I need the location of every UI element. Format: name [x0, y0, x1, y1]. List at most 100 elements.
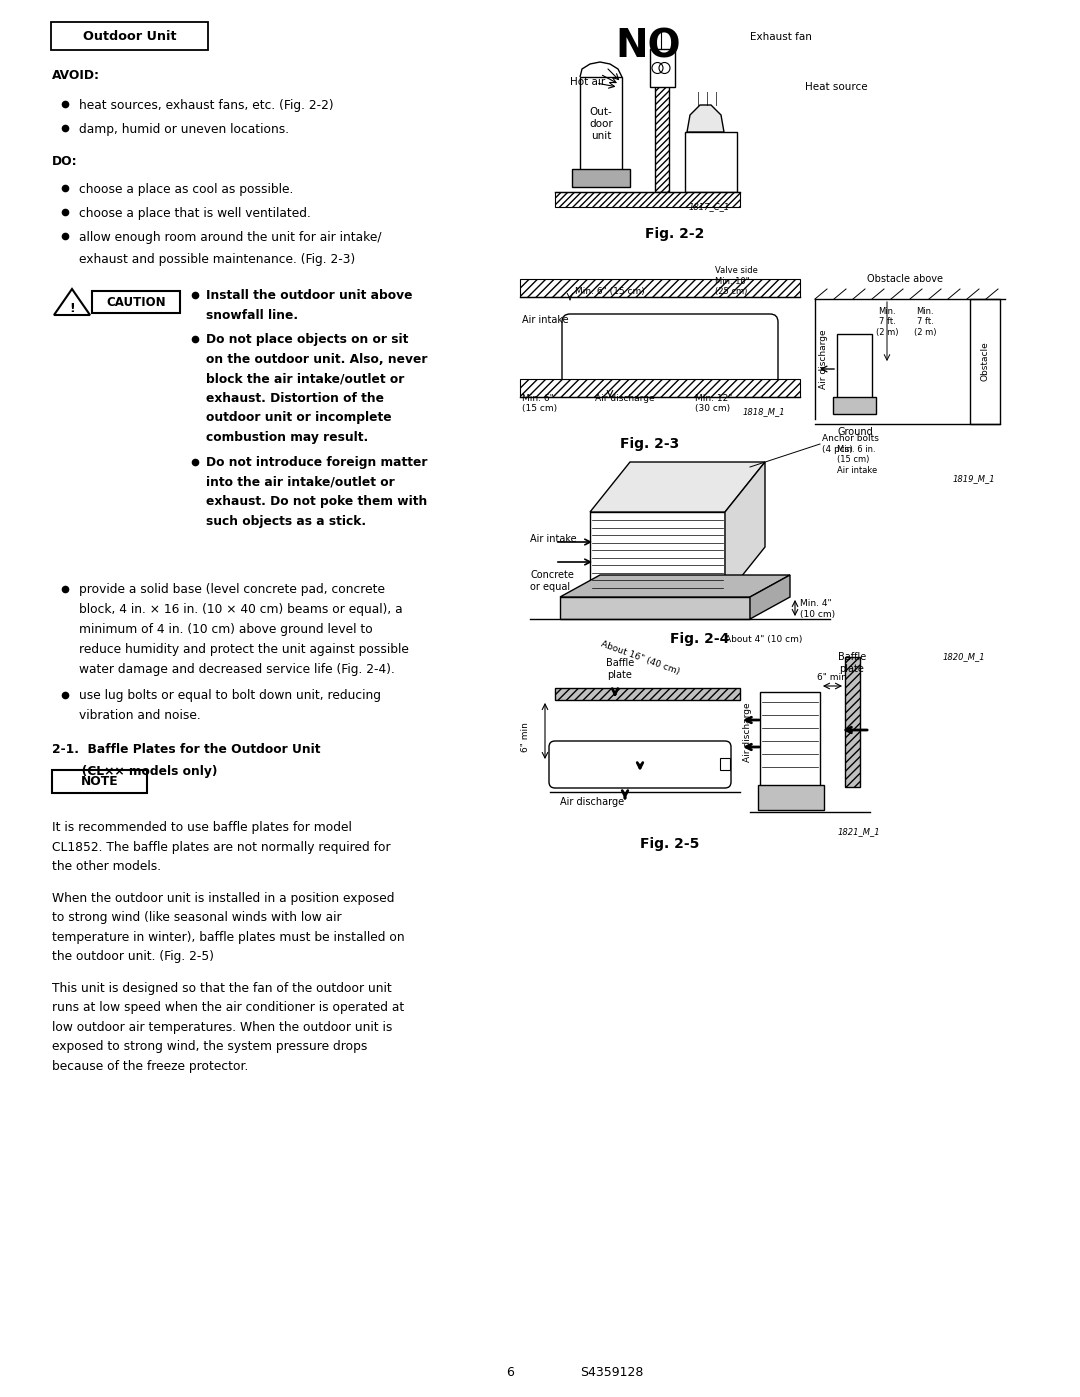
- Text: reduce humidity and protect the unit against possible: reduce humidity and protect the unit aga…: [79, 643, 409, 657]
- Text: the other models.: the other models.: [52, 861, 161, 873]
- Text: outdoor unit or incomplete: outdoor unit or incomplete: [206, 411, 392, 425]
- Text: Outdoor Unit: Outdoor Unit: [83, 29, 176, 42]
- Bar: [654, 52, 669, 191]
- Text: 6" min: 6" min: [818, 673, 847, 682]
- Text: Fig. 2-5: Fig. 2-5: [640, 837, 700, 851]
- Text: water damage and decreased service life (Fig. 2-4).: water damage and decreased service life …: [79, 664, 395, 676]
- Text: AVOID:: AVOID:: [52, 68, 100, 82]
- Text: Baffle
plate: Baffle plate: [838, 652, 866, 673]
- Text: the outdoor unit. (Fig. 2-5): the outdoor unit. (Fig. 2-5): [52, 950, 214, 963]
- Text: damp, humid or uneven locations.: damp, humid or uneven locations.: [79, 123, 289, 136]
- Bar: [760, 692, 820, 787]
- Text: DO:: DO:: [52, 155, 78, 168]
- Text: Fig. 2-4: Fig. 2-4: [671, 631, 730, 645]
- Text: Air discharge: Air discharge: [595, 394, 654, 402]
- Text: Air discharge: Air discharge: [743, 703, 752, 761]
- Text: When the outdoor unit is installed in a position exposed: When the outdoor unit is installed in a …: [52, 891, 394, 904]
- Text: 1819_M_1: 1819_M_1: [953, 474, 995, 483]
- Text: exhaust. Do not poke them with: exhaust. Do not poke them with: [206, 495, 428, 509]
- Bar: [572, 169, 630, 187]
- Polygon shape: [590, 462, 765, 511]
- FancyBboxPatch shape: [562, 314, 778, 390]
- Text: Air intake: Air intake: [522, 314, 569, 326]
- Text: Heat source: Heat source: [805, 82, 867, 92]
- Text: NO: NO: [615, 27, 680, 66]
- Text: Min.
7 ft.
(2 m): Min. 7 ft. (2 m): [914, 307, 936, 337]
- Text: Install the outdoor unit above: Install the outdoor unit above: [206, 289, 413, 302]
- Text: !: !: [69, 302, 75, 314]
- Text: Min. 6" (15 cm): Min. 6" (15 cm): [575, 286, 645, 296]
- Polygon shape: [561, 576, 789, 597]
- Text: Air discharge: Air discharge: [561, 798, 624, 807]
- Text: Obstacle: Obstacle: [981, 341, 989, 381]
- Text: because of the freeze protector.: because of the freeze protector.: [52, 1059, 248, 1073]
- Bar: [52, 770, 147, 793]
- Text: use lug bolts or equal to bolt down unit, reducing: use lug bolts or equal to bolt down unit…: [79, 689, 381, 703]
- Bar: [650, 49, 675, 87]
- Bar: [555, 191, 740, 207]
- Text: Baffle
plate: Baffle plate: [606, 658, 634, 680]
- Text: block, 4 in. × 16 in. (10 × 40 cm) beams or equal), a: block, 4 in. × 16 in. (10 × 40 cm) beams…: [79, 604, 403, 616]
- Text: Min. 12"
(30 cm): Min. 12" (30 cm): [696, 394, 732, 414]
- Bar: [519, 379, 800, 397]
- Text: Fig. 2-2: Fig. 2-2: [646, 226, 704, 242]
- Text: It is recommended to use baffle plates for model: It is recommended to use baffle plates f…: [52, 821, 352, 834]
- FancyBboxPatch shape: [549, 740, 731, 788]
- Text: 1817_C_1: 1817_C_1: [689, 203, 730, 211]
- Text: exhaust. Distortion of the: exhaust. Distortion of the: [206, 391, 384, 405]
- Bar: [561, 597, 750, 619]
- Text: Ground: Ground: [837, 427, 873, 437]
- Text: exhaust and possible maintenance. (Fig. 2-3): exhaust and possible maintenance. (Fig. …: [79, 253, 355, 265]
- Text: Anchor bolts
(4 pcs): Anchor bolts (4 pcs): [822, 434, 879, 454]
- Text: into the air intake/outlet or: into the air intake/outlet or: [206, 475, 395, 489]
- Text: CL1852. The baffle plates are not normally required for: CL1852. The baffle plates are not normal…: [52, 841, 391, 854]
- Text: 1821_M_1: 1821_M_1: [837, 827, 880, 835]
- Text: Do not introduce foreign matter: Do not introduce foreign matter: [206, 455, 428, 469]
- Text: About 4" (10 cm): About 4" (10 cm): [725, 636, 802, 644]
- Bar: [837, 334, 872, 400]
- Text: 1818_M_1: 1818_M_1: [742, 407, 785, 416]
- Text: provide a solid base (level concrete pad, concrete: provide a solid base (level concrete pad…: [79, 583, 384, 597]
- Text: NOTE: NOTE: [81, 774, 119, 788]
- FancyBboxPatch shape: [51, 22, 208, 50]
- Text: Air intake: Air intake: [530, 534, 577, 543]
- Text: Do not place objects on or sit: Do not place objects on or sit: [206, 332, 408, 346]
- Text: minimum of 4 in. (10 cm) above ground level to: minimum of 4 in. (10 cm) above ground le…: [79, 623, 373, 636]
- Text: 1820_M_1: 1820_M_1: [943, 652, 985, 661]
- Text: About 16" (40 cm): About 16" (40 cm): [600, 638, 681, 676]
- Text: Fig. 2-3: Fig. 2-3: [620, 437, 679, 451]
- Text: Obstacle above: Obstacle above: [867, 274, 943, 284]
- Text: block the air intake/outlet or: block the air intake/outlet or: [206, 372, 404, 386]
- Text: Exhaust fan: Exhaust fan: [750, 32, 812, 42]
- Bar: [845, 657, 860, 787]
- Polygon shape: [750, 576, 789, 619]
- Text: Min.
7 ft.
(2 m): Min. 7 ft. (2 m): [876, 307, 899, 337]
- Text: 6" min: 6" min: [521, 722, 529, 752]
- Text: allow enough room around the unit for air intake/: allow enough room around the unit for ai…: [79, 231, 381, 244]
- Text: Hot air: Hot air: [570, 77, 605, 87]
- Bar: [685, 131, 737, 191]
- Text: vibration and noise.: vibration and noise.: [79, 710, 201, 722]
- Text: such objects as a stick.: such objects as a stick.: [206, 514, 366, 528]
- Text: Air discharge: Air discharge: [819, 330, 828, 388]
- Text: Valve side
Min. 10"
(25 cm): Valve side Min. 10" (25 cm): [715, 267, 758, 296]
- Text: snowfall line.: snowfall line.: [206, 309, 298, 321]
- Text: S4359128: S4359128: [580, 1366, 644, 1379]
- Text: temperature in winter), baffle plates must be installed on: temperature in winter), baffle plates mu…: [52, 930, 405, 943]
- Bar: [970, 299, 1000, 425]
- Text: Min. 6 in.
(15 cm)
Air intake: Min. 6 in. (15 cm) Air intake: [837, 446, 877, 475]
- Text: Out-
door
unit: Out- door unit: [589, 108, 612, 141]
- Text: combustion may result.: combustion may result.: [206, 430, 368, 443]
- Polygon shape: [590, 511, 725, 597]
- Text: (CL×× models only): (CL×× models only): [52, 766, 217, 778]
- Text: low outdoor air temperatures. When the outdoor unit is: low outdoor air temperatures. When the o…: [52, 1020, 392, 1034]
- Text: exposed to strong wind, the system pressure drops: exposed to strong wind, the system press…: [52, 1039, 367, 1053]
- Text: to strong wind (like seasonal winds with low air: to strong wind (like seasonal winds with…: [52, 911, 341, 923]
- Text: choose a place as cool as possible.: choose a place as cool as possible.: [79, 183, 294, 196]
- Text: runs at low speed when the air conditioner is operated at: runs at low speed when the air condition…: [52, 1002, 404, 1014]
- Text: Min. 6"
(15 cm): Min. 6" (15 cm): [522, 394, 557, 414]
- Bar: [720, 759, 730, 770]
- Bar: [92, 291, 180, 313]
- Text: 6: 6: [507, 1366, 514, 1379]
- Bar: [580, 77, 622, 172]
